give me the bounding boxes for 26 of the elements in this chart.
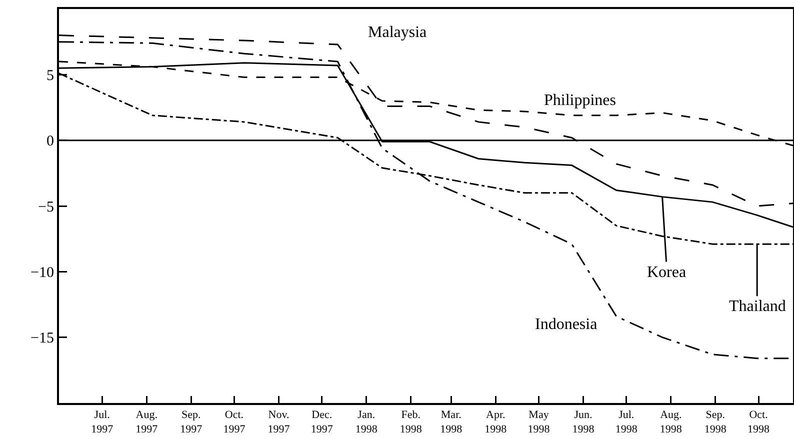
x-tick-label: Jan. 1998 xyxy=(355,409,378,436)
x-tick-label: Jun. 1998 xyxy=(572,409,595,436)
y-tick-label: 0 xyxy=(46,134,54,150)
text: Thailand xyxy=(729,298,786,315)
y-tick-label: −5 xyxy=(38,199,54,216)
x-tick-label: Sep. 1998 xyxy=(704,409,727,436)
series-label: Indonesia xyxy=(535,316,598,333)
x-tick-label: Dec. 1997 xyxy=(310,409,334,436)
x-tick-label: Jul. 1997 xyxy=(91,409,114,436)
x-tick-label: Apr. 1998 xyxy=(484,409,508,436)
x-tick-label: Mar. 1998 xyxy=(440,409,463,436)
x-tick-label: Nov. 1997 xyxy=(268,409,290,436)
y-tick-label: −15 xyxy=(30,330,54,347)
x-tick-label: Sep. 1997 xyxy=(180,409,203,436)
x-tick-label: Oct. 1997 xyxy=(223,409,246,436)
x-tick-label: Aug. 1998 xyxy=(660,409,682,436)
text: Korea xyxy=(647,264,686,281)
x-tick-label: Jul. 1998 xyxy=(615,409,638,436)
y-tick-label: 5 xyxy=(46,68,54,84)
x-tick-label: Oct. 1998 xyxy=(748,409,770,436)
x-tick-label: Feb. 1998 xyxy=(400,409,422,436)
series-label: Philippines xyxy=(544,92,616,109)
x-tick-label: May 1998 xyxy=(528,409,550,436)
y-tick-label: −10 xyxy=(30,264,54,281)
series-label: Malaysia xyxy=(368,24,427,41)
x-tick-label: Aug. 1997 xyxy=(136,409,158,436)
